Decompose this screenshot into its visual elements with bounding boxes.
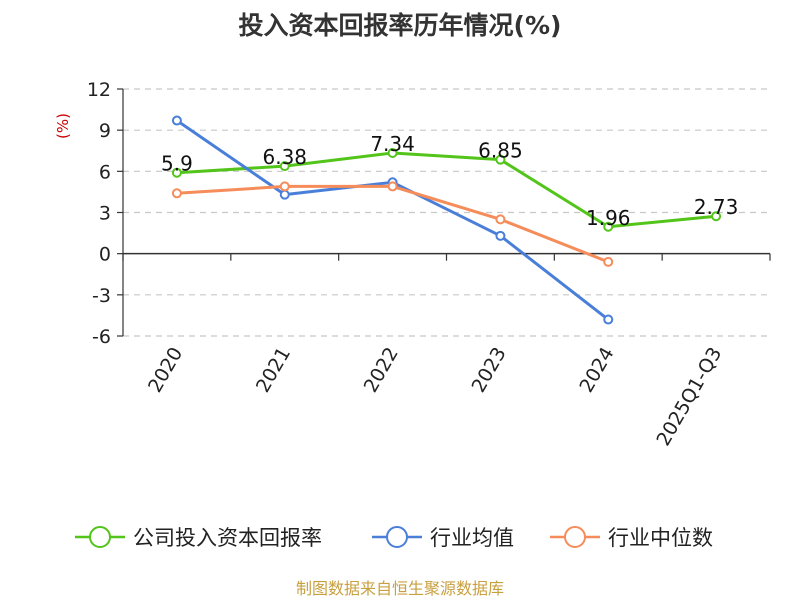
- series-point: [711, 211, 722, 222]
- data-label: 5.9: [161, 152, 193, 176]
- data-label: 7.34: [370, 132, 415, 156]
- series-line: [176, 184, 609, 264]
- series-point: [603, 314, 614, 325]
- legend: 公司投入资本回报率 行业均值 行业中位数: [75, 526, 713, 550]
- series-lines: [171, 115, 722, 325]
- x-tick-labels: 2020 2021 2022 2023 2024 2025Q1-Q3: [144, 343, 726, 449]
- y-tick-label: -6: [92, 326, 111, 348]
- y-tick-label: -3: [92, 285, 111, 307]
- source-note: 制图数据来自恒生聚源数据库: [296, 579, 504, 598]
- data-labels: 5.9 6.38 7.34 6.85 1.96 2.73: [161, 132, 738, 230]
- axes: [117, 88, 771, 337]
- series-point: [495, 154, 506, 165]
- series-point: [495, 214, 506, 225]
- series-point: [387, 181, 398, 192]
- x-tick-label: 2025Q1-Q3: [652, 344, 726, 450]
- series-point: [387, 147, 398, 158]
- x-tick-label: 2024: [575, 344, 618, 397]
- series-point: [603, 256, 614, 267]
- x-tick-label: 2022: [360, 344, 403, 397]
- gridlines: [123, 88, 770, 337]
- y-tick-label: 3: [99, 203, 111, 225]
- legend-label: 公司投入资本回报率: [133, 526, 322, 550]
- series-point: [279, 181, 290, 192]
- series-point: [171, 167, 182, 178]
- legend-label: 行业中位数: [608, 526, 713, 550]
- y-tick-label: 6: [99, 161, 111, 183]
- series-point: [279, 189, 290, 200]
- legend-marker: [564, 526, 586, 548]
- series-point: [279, 161, 290, 172]
- x-tick-label: 2023: [468, 343, 511, 396]
- data-label: 6.85: [478, 139, 523, 163]
- legend-marker: [89, 526, 111, 548]
- series-point: [495, 230, 506, 241]
- series-point: [171, 188, 182, 199]
- data-label: 6.38: [262, 145, 307, 169]
- x-tick-label: 2020: [144, 344, 187, 397]
- y-tick-label: 9: [99, 120, 111, 142]
- y-tick-label: 0: [99, 244, 111, 266]
- legend-marker: [386, 526, 408, 548]
- series-line: [176, 151, 717, 229]
- chart-title: 投入资本回报率历年情况(%): [239, 11, 562, 40]
- y-tick-labels: 12 9 6 3 0 -3 -6: [87, 79, 111, 348]
- series-point: [171, 115, 182, 126]
- data-label: 2.73: [694, 195, 739, 219]
- y-axis-label: (%): [54, 113, 72, 139]
- x-tick-label: 2021: [252, 344, 295, 397]
- data-label: 1.96: [586, 206, 631, 230]
- legend-label: 行业均值: [430, 526, 514, 550]
- y-tick-label: 12: [87, 79, 111, 101]
- series-point: [603, 221, 614, 232]
